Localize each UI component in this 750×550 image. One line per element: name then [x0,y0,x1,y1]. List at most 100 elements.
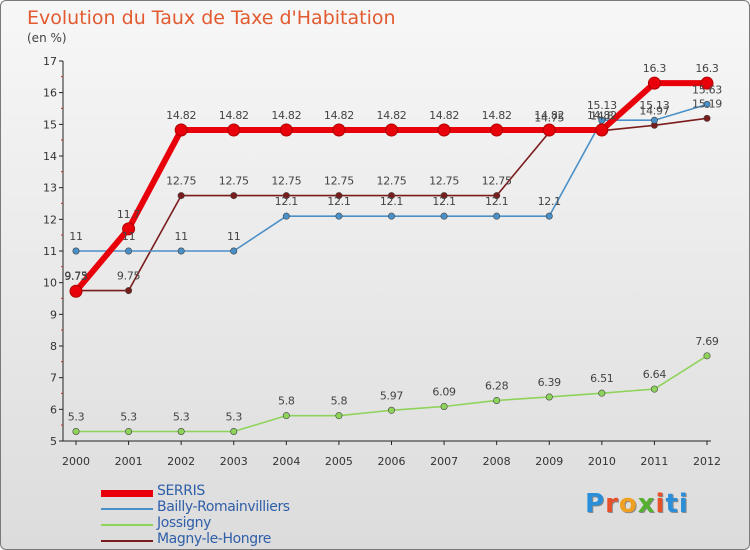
data-label: 6.51 [590,372,613,385]
data-label: 12.75 [271,175,301,188]
data-point [72,427,80,435]
data-point [125,427,133,435]
data-label: 5.8 [278,395,295,408]
data-label: 11.7 [117,208,141,221]
logo-letter: r [605,489,619,519]
data-point [282,192,290,200]
data-point [72,247,80,255]
data-label: 9.73 [64,270,88,283]
x-tick-label: 2012 [693,455,721,468]
x-tick-label: 2002 [167,455,195,468]
legend-label: Magny-le-Hongre [157,531,271,547]
data-point [335,212,343,220]
x-tick-label: 2011 [640,455,668,468]
data-label: 5.97 [380,389,404,402]
series-layer [69,76,714,435]
data-label: 15.63 [692,83,722,96]
data-label: 6.28 [485,379,509,392]
data-label: 12.75 [429,175,459,188]
data-label: 16.3 [695,62,719,75]
data-label: 11 [69,230,82,243]
data-label: 15.13 [587,99,617,112]
data-point [122,222,136,236]
data-point [279,123,293,137]
data-label: 12.1 [327,195,350,208]
data-point [387,212,395,220]
y-axis-unit: (en %) [27,31,67,45]
data-label: 14.82 [482,109,512,122]
data-label: 14.8 [590,110,614,123]
x-tick-label: 2008 [483,455,511,468]
data-point [650,385,658,393]
data-label: 11 [227,230,240,243]
logo-letter: i [678,489,689,519]
data-point [490,123,504,137]
data-label: 14.97 [639,104,669,117]
legend-swatch [101,508,153,510]
data-point [493,212,501,220]
data-label: 12.75 [482,175,512,188]
data-label: 14.82 [271,109,301,122]
x-tick-label: 2007 [430,455,458,468]
y-tick-label: 15 [43,118,57,131]
data-point [595,123,609,137]
data-point [230,427,238,435]
x-tick-label: 2001 [115,455,143,468]
x-tick-label: 2003 [220,455,248,468]
data-label: 5.8 [331,395,348,408]
data-label: 15.19 [692,97,722,110]
data-point [703,352,711,360]
data-label: 16.3 [643,62,667,75]
series-serris [69,76,714,298]
logo-letter: i [655,489,666,519]
y-tick-label: 5 [50,435,57,448]
data-label: 14.82 [219,109,249,122]
data-point [385,123,398,137]
data-label: 5.3 [225,411,242,424]
data-point [493,192,501,200]
data-point [174,123,188,137]
data-point [647,76,661,90]
y-tick-label: 13 [43,182,57,195]
y-tick-label: 11 [43,245,57,258]
data-point [440,402,448,410]
data-label: 6.39 [538,376,562,389]
x-tick-label: 2004 [272,455,300,468]
data-label: 11 [122,230,135,243]
data-point [282,412,290,420]
data-label: 14.82 [324,109,354,122]
data-point [177,427,185,435]
data-point [545,393,553,401]
y-tick-label: 7 [50,372,57,385]
data-point [177,192,185,200]
legend-swatch [101,489,153,497]
data-point [437,123,451,137]
data-point [335,412,343,420]
x-tick-label: 2009 [535,455,563,468]
axes: 5 6 7 8 9 10 11 12 13 14 15 16 17 2000 2001 2002 2003 200… [43,55,721,468]
data-labels-layer: 5.3 5.3 5.3 5.3 5.8 5.8 5.97 6.09 6.28 6.39 6.51 6.… [64,62,722,423]
data-label: 12.75 [166,175,196,188]
data-label: 14.82 [166,109,196,122]
y-tick-label: 16 [43,87,57,100]
data-label: 12.75 [219,175,249,188]
data-point [545,212,553,220]
y-tick-label: 10 [43,277,57,290]
data-label: 12.1 [380,195,403,208]
y-tick-label: 9 [50,308,57,321]
logo-letter: t [665,489,679,519]
data-label: 15.13 [639,99,669,112]
proxiti-logo: Proxiti [585,489,689,519]
logo-letter: o [618,489,638,519]
y-tick-label: 12 [43,213,57,226]
x-tick-label: 2010 [588,455,616,468]
data-point [282,212,290,220]
data-point [69,284,83,298]
legend-swatch [101,524,153,526]
data-point [125,247,133,255]
data-point [332,123,346,137]
data-point [598,116,606,124]
data-label: 14.82 [429,109,459,122]
data-label: 5.3 [120,411,137,424]
